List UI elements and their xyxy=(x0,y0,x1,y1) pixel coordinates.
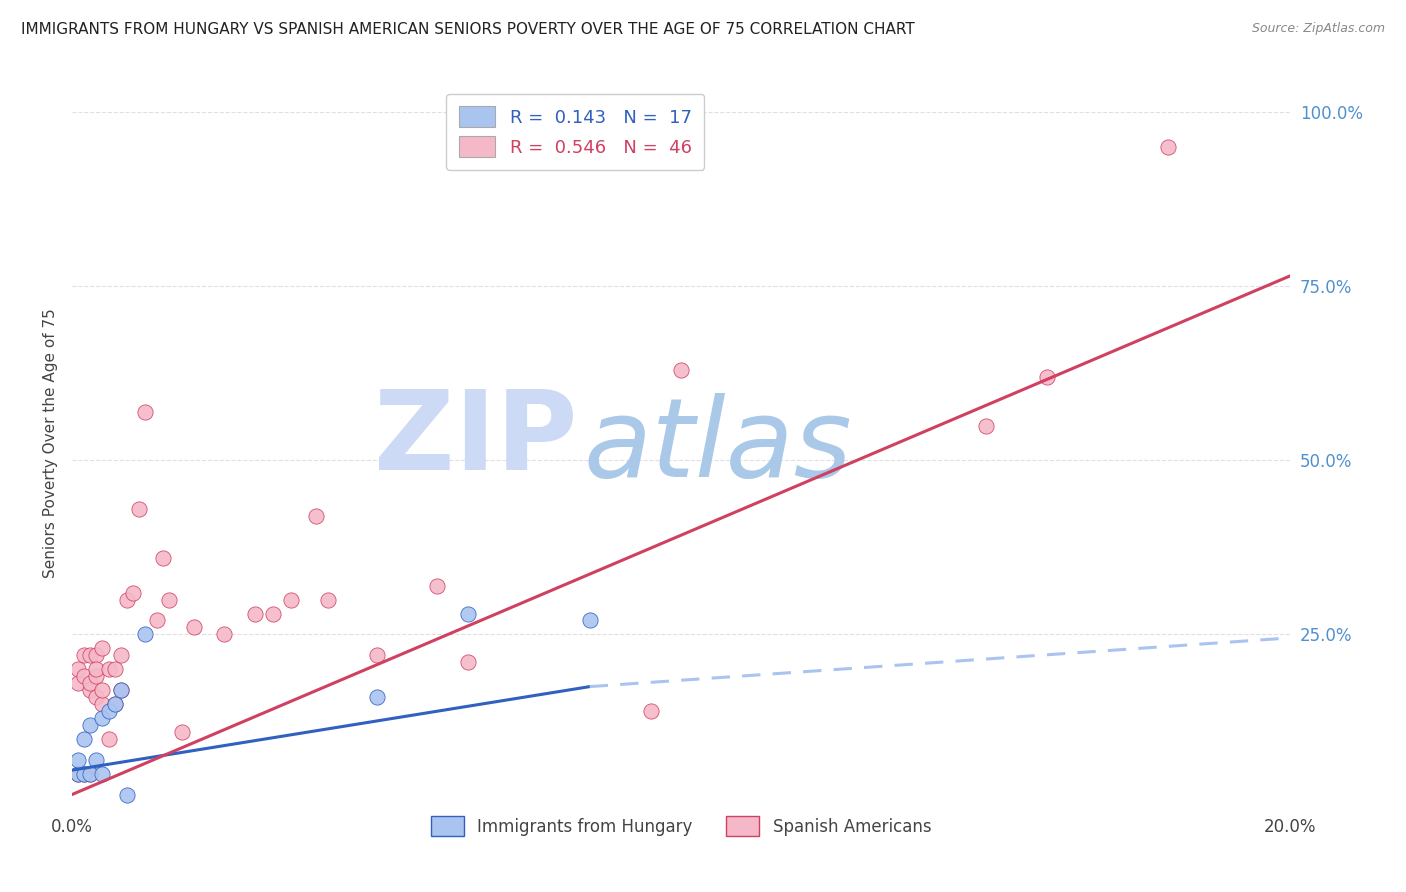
Point xyxy=(67,766,90,780)
Point xyxy=(366,648,388,663)
Point xyxy=(214,627,236,641)
Point xyxy=(73,648,96,663)
Point xyxy=(67,753,90,767)
Point xyxy=(457,607,479,621)
Point xyxy=(73,731,96,746)
Text: IMMIGRANTS FROM HUNGARY VS SPANISH AMERICAN SENIORS POVERTY OVER THE AGE OF 75 C: IMMIGRANTS FROM HUNGARY VS SPANISH AMERI… xyxy=(21,22,915,37)
Point xyxy=(97,731,120,746)
Point xyxy=(669,363,692,377)
Point xyxy=(97,704,120,718)
Point xyxy=(134,627,156,641)
Point xyxy=(73,766,96,780)
Point xyxy=(578,614,600,628)
Text: ZIP: ZIP xyxy=(374,385,578,492)
Point xyxy=(170,724,193,739)
Point xyxy=(104,697,127,711)
Point xyxy=(91,711,114,725)
Point xyxy=(97,662,120,676)
Point xyxy=(79,676,101,690)
Y-axis label: Seniors Poverty Over the Age of 75: Seniors Poverty Over the Age of 75 xyxy=(44,308,58,578)
Point xyxy=(91,641,114,656)
Point xyxy=(67,766,90,780)
Point xyxy=(73,669,96,683)
Point xyxy=(86,690,108,704)
Point xyxy=(243,607,266,621)
Text: Source: ZipAtlas.com: Source: ZipAtlas.com xyxy=(1251,22,1385,36)
Point xyxy=(67,676,90,690)
Point xyxy=(457,655,479,669)
Point xyxy=(110,683,132,698)
Point xyxy=(122,585,145,599)
Point xyxy=(128,502,150,516)
Point xyxy=(79,683,101,698)
Point xyxy=(159,592,181,607)
Point xyxy=(104,662,127,676)
Point xyxy=(79,718,101,732)
Point xyxy=(280,592,302,607)
Point xyxy=(91,766,114,780)
Point xyxy=(79,766,101,780)
Point xyxy=(91,683,114,698)
Point xyxy=(974,418,997,433)
Point xyxy=(134,404,156,418)
Point xyxy=(1035,369,1057,384)
Point xyxy=(426,579,449,593)
Point xyxy=(91,697,114,711)
Point xyxy=(640,704,662,718)
Point xyxy=(262,607,284,621)
Point xyxy=(86,753,108,767)
Point xyxy=(110,648,132,663)
Legend: Immigrants from Hungary, Spanish Americans: Immigrants from Hungary, Spanish America… xyxy=(422,808,939,844)
Point xyxy=(183,620,205,634)
Point xyxy=(110,683,132,698)
Point xyxy=(79,648,101,663)
Point xyxy=(304,509,326,524)
Point xyxy=(115,788,138,802)
Point xyxy=(86,662,108,676)
Text: atlas: atlas xyxy=(583,393,852,500)
Point xyxy=(115,592,138,607)
Point xyxy=(73,766,96,780)
Point xyxy=(152,550,174,565)
Point xyxy=(316,592,339,607)
Point xyxy=(1157,140,1180,154)
Point xyxy=(146,614,169,628)
Point xyxy=(79,766,101,780)
Point xyxy=(67,662,90,676)
Point xyxy=(366,690,388,704)
Point xyxy=(86,669,108,683)
Point xyxy=(86,648,108,663)
Point xyxy=(104,697,127,711)
